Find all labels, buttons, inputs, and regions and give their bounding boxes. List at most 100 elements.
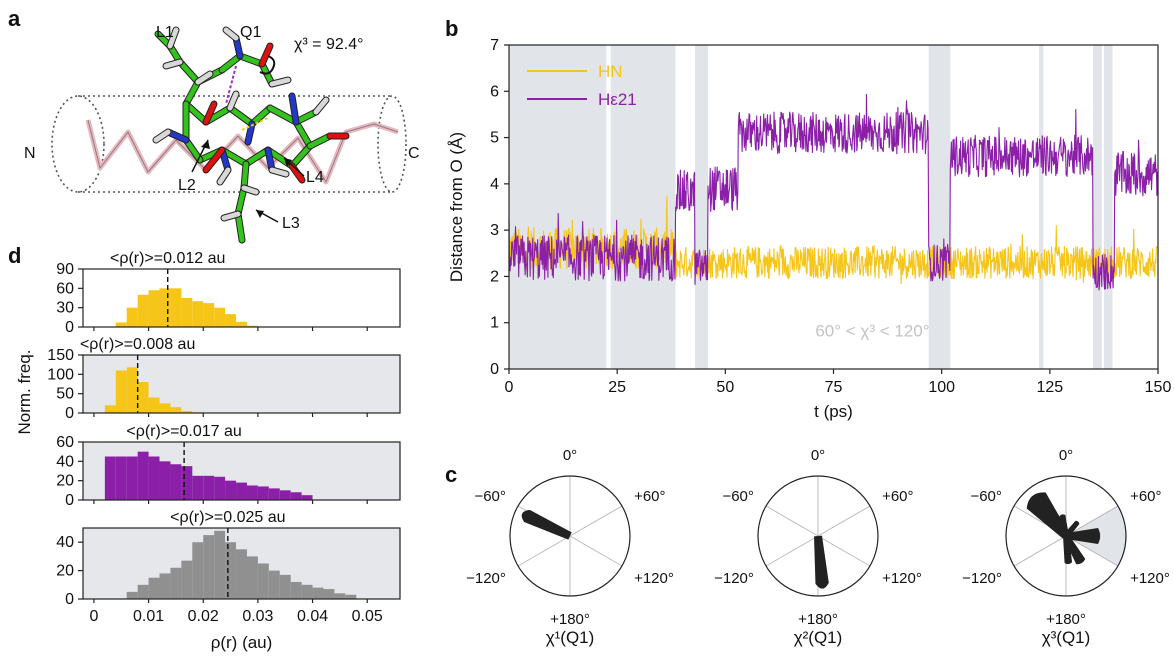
histogram-bar	[301, 584, 313, 599]
histogram-bar	[159, 288, 171, 327]
histogram-bar	[159, 573, 171, 599]
label-L4: L4	[306, 169, 324, 186]
polar-plot-title: χ¹(Q1)	[546, 628, 595, 647]
bond-nitrogen	[289, 93, 299, 125]
y-tick-label: 3	[490, 222, 499, 239]
distribution-petal	[521, 509, 572, 540]
histogram-bar	[214, 307, 226, 327]
histogram-1: 0 30 60 90 <ρ(r)>=0.012 au	[56, 250, 401, 336]
histogram-bar	[104, 456, 116, 500]
x-tick-label: 75	[825, 379, 843, 396]
polar-plot-title: χ²(Q1)	[794, 628, 843, 647]
arrow-L2-head	[201, 140, 210, 149]
histogram-bar	[170, 567, 182, 599]
bond-oxygen	[203, 147, 225, 173]
x-tick-label: 0	[505, 379, 514, 396]
histogram-3: 0 20 40 60 <ρ(r)>=0.017 au	[56, 423, 401, 509]
bond-hydrogen	[223, 27, 239, 41]
histogram-bar	[170, 288, 182, 327]
histogram-bar	[236, 321, 247, 327]
y-tick-label: 0	[65, 405, 74, 422]
histogram-bar	[290, 492, 302, 500]
y-tick-label: 100	[47, 366, 74, 383]
label-C-terminus: C	[408, 145, 420, 162]
histogram-bar	[137, 294, 149, 327]
y-tick-label: 40	[56, 453, 74, 470]
mean-value-label: <ρ(r)>=0.017 au	[126, 423, 241, 440]
bond-oxygen	[289, 163, 305, 183]
histogram-bar	[170, 464, 182, 500]
polar-angle-label: 0°	[811, 447, 825, 464]
histogram-bar	[192, 542, 204, 599]
histogram-bar	[126, 456, 138, 500]
y-tick-label: 30	[56, 300, 74, 317]
polar-angle-label: −60°	[722, 488, 753, 505]
shaded-interval	[1103, 45, 1113, 369]
y-tick-label: 6	[490, 83, 499, 100]
x-tick-label: 25	[608, 379, 626, 396]
histogram-bar	[126, 307, 138, 327]
x-tick-label: 0.02	[188, 608, 219, 625]
bond-hydrogen	[163, 59, 183, 69]
polar-angle-label: +180°	[1046, 611, 1086, 628]
arrow-L3-head	[256, 210, 264, 218]
histogram-bar	[148, 456, 160, 500]
distance-series-lines	[508, 93, 1159, 291]
bond-hydrogen	[153, 129, 171, 143]
bond-carbon	[183, 79, 201, 107]
histogram-bar	[203, 303, 215, 327]
distribution-petal	[1063, 535, 1073, 565]
bond-hydrogen	[269, 77, 291, 87]
histogram-bar	[214, 530, 226, 599]
y-tick-label: 40	[56, 534, 74, 551]
bond-hydrogen	[167, 27, 179, 49]
histogram-bar	[203, 535, 215, 599]
density-histograms: 0 30 60 90 <ρ(r)>=0.012 au 0 50 100 150 <ρ(r)>=0.…	[47, 250, 401, 625]
cylinder-left-end	[51, 95, 105, 193]
bond-oxygen	[203, 101, 217, 125]
histogram-frame	[82, 441, 401, 501]
y-tick-label: 1	[490, 315, 499, 332]
histogram-bar	[181, 466, 193, 500]
d-y-axis-label: Norm. freq.	[15, 349, 34, 434]
polar-plot-3: 0° +60° +120° +180° −120° −60° χ³(Q1)	[962, 447, 1170, 647]
bond-carbon	[235, 211, 245, 243]
x-tick-label: 0.03	[242, 608, 273, 625]
bond-carbon	[237, 53, 265, 67]
polar-angle-label: +120°	[634, 570, 674, 587]
bond-hydrogen	[221, 211, 241, 221]
x-tick-label: 0.04	[297, 608, 328, 625]
dihedral-polar-plots: 0° +60° +120° +180° −120° −60° χ¹(Q1) 0° +60° +12…	[466, 447, 1170, 647]
y-tick-label: 90	[56, 261, 74, 278]
bond-carbon	[227, 105, 255, 127]
bond-oxygen	[259, 43, 273, 67]
histogram-bar	[246, 556, 258, 599]
y-tick-label: 20	[56, 473, 74, 490]
bond-carbon	[219, 53, 243, 73]
y-axis-label: Distance from O (Å)	[447, 132, 466, 282]
histogram-bar	[148, 577, 160, 599]
histogram-bar	[323, 589, 335, 599]
histogram-bar	[115, 370, 127, 413]
polar-angle-label: −120°	[962, 570, 1002, 587]
histogram-bar	[225, 480, 237, 500]
x-tick-label: 0	[89, 608, 98, 625]
histogram-bar	[257, 486, 269, 500]
polar-plot-1: 0° +60° +120° +180° −120° −60° χ¹(Q1)	[466, 447, 674, 647]
polar-angle-label: +60°	[1130, 488, 1161, 505]
histogram-bar	[137, 584, 149, 599]
histogram-bar	[192, 475, 204, 500]
label-Q1: Q1	[240, 24, 261, 41]
arrow-L4-head	[284, 158, 292, 167]
y-tick-label: 60	[56, 434, 74, 451]
histogram-bar	[312, 587, 324, 599]
bond-hydrogen	[227, 91, 239, 111]
histogram-bar	[279, 574, 291, 599]
polar-angle-label: +180°	[550, 611, 590, 628]
histogram-bar	[148, 290, 160, 327]
panel-label-d: d	[8, 243, 21, 268]
polar-angle-label: −60°	[970, 488, 1001, 505]
bond-carbon	[307, 133, 333, 149]
y-tick-label: 7	[490, 37, 499, 54]
